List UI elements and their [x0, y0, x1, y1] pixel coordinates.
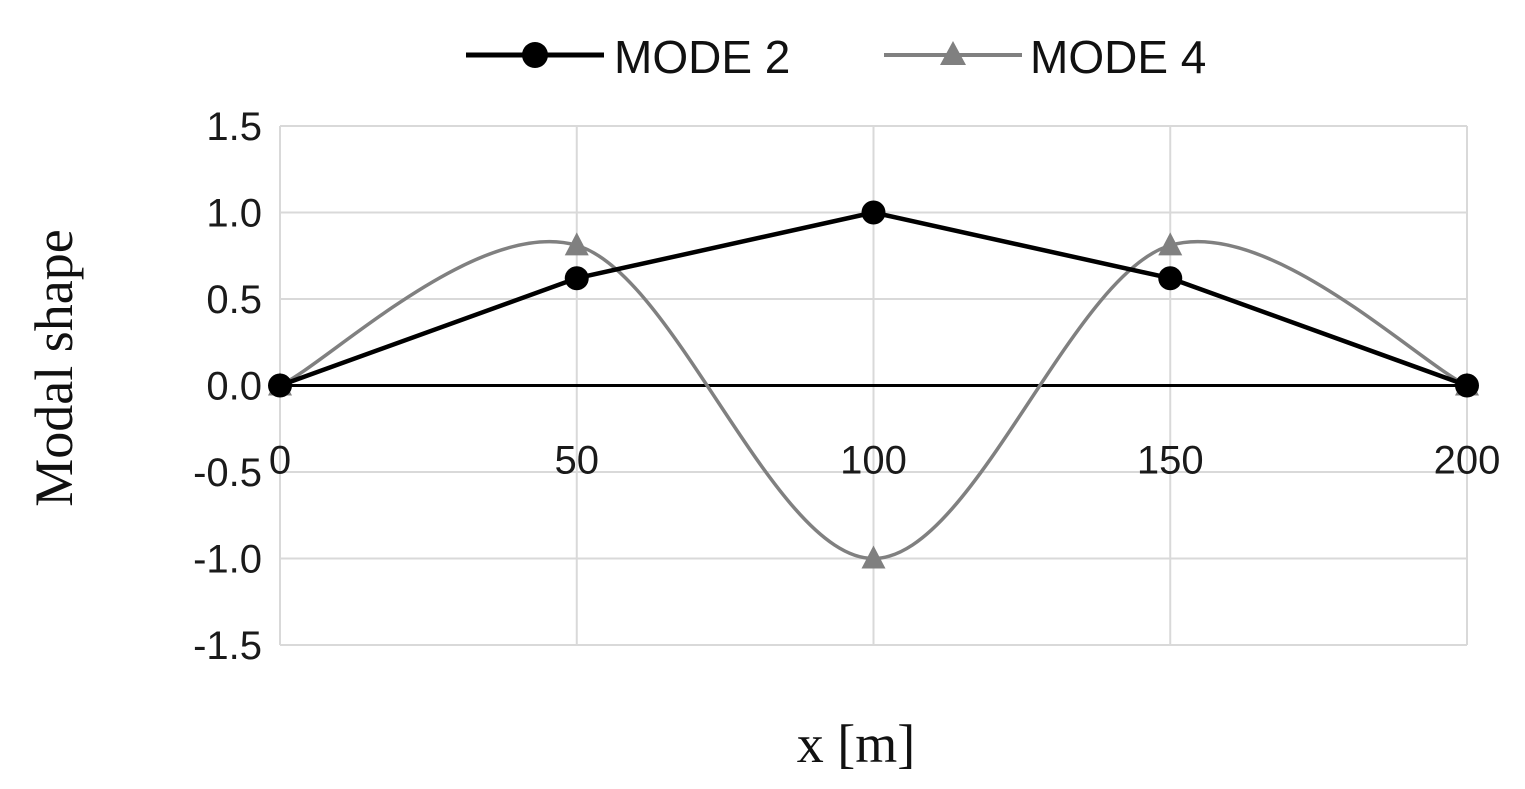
data-point-mode-2 [564, 266, 589, 291]
legend-label-mode-4: MODE 4 [1030, 31, 1206, 83]
y-tick-labels: 1.5 1.0 0.5 0.0 -0.5 -1.0 -1.5 [193, 105, 262, 668]
series-layer [268, 200, 1479, 569]
y-tick-label: 1.5 [206, 105, 262, 149]
y-tick-label: 1.0 [206, 192, 262, 236]
x-tick-label: 150 [1137, 439, 1204, 483]
y-tick-label: 0.5 [206, 278, 262, 322]
x-tick-label: 100 [840, 439, 907, 483]
data-point-mode-2 [268, 373, 292, 398]
legend-marker-mode-4 [940, 41, 966, 65]
legend-label-mode-2: MODE 2 [614, 31, 790, 83]
legend-marker-mode-2 [522, 42, 548, 68]
y-tick-label: 0.0 [206, 365, 262, 409]
x-axis-title: x [m] [797, 714, 915, 774]
legend: MODE 2 MODE 4 [466, 31, 1206, 83]
data-point-mode-4 [564, 232, 589, 256]
y-tick-label: -0.5 [193, 451, 262, 495]
data-point-mode-2 [1158, 266, 1183, 291]
y-tick-label: -1.0 [193, 538, 262, 582]
x-tick-label: 0 [269, 439, 291, 483]
data-point-mode-2 [1455, 373, 1479, 398]
y-tick-label: -1.5 [193, 624, 262, 668]
x-tick-label: 50 [555, 439, 600, 483]
x-tick-label: 200 [1434, 439, 1501, 483]
x-tick-labels: 0 50 100 150 200 [269, 439, 1501, 483]
data-point-mode-2 [861, 200, 886, 225]
y-axis-title: Modal shape [24, 229, 84, 506]
data-point-mode-4 [1158, 232, 1183, 256]
data-point-mode-4 [861, 545, 886, 569]
